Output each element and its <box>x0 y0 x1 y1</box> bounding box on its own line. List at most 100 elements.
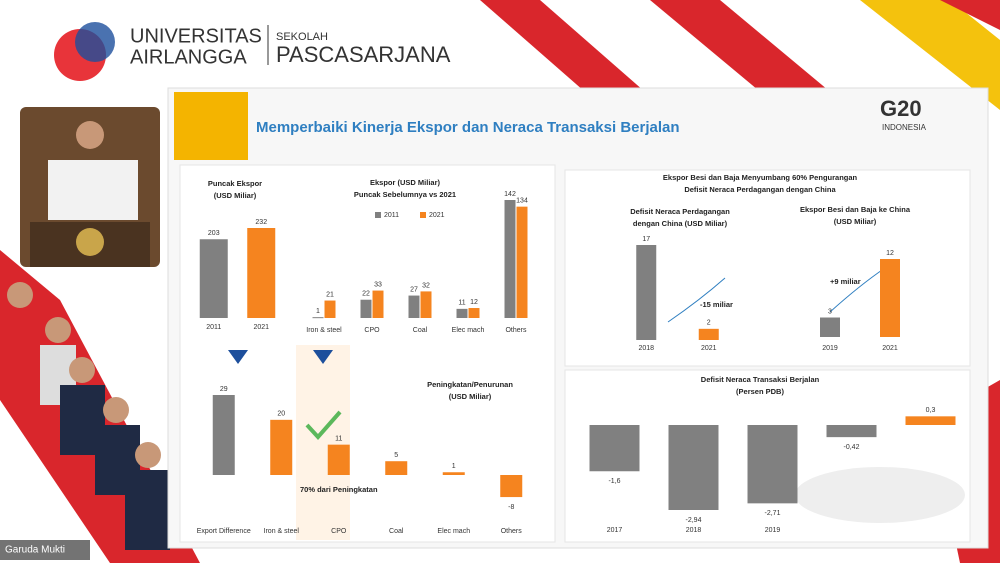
stripe <box>860 0 1000 110</box>
value-label: 11 <box>335 435 342 442</box>
university: AIRLANGGA <box>130 46 247 68</box>
x-tick-label: CPO <box>364 327 380 334</box>
presenter <box>76 121 104 149</box>
value-label: 32 <box>422 282 430 289</box>
panel <box>564 169 971 367</box>
value-label: 232 <box>255 219 267 226</box>
bar <box>327 444 350 475</box>
chart-title: Puncak Ekspor <box>208 179 262 188</box>
bar <box>820 317 840 337</box>
value-label: 17 <box>642 236 650 243</box>
highlight <box>296 345 350 540</box>
x-tick-label: 2018 <box>638 345 654 352</box>
x-tick-label: Others <box>501 528 523 535</box>
value-label: 0,3 <box>926 407 936 414</box>
face <box>103 397 129 423</box>
value-label: 27 <box>410 286 418 293</box>
bar <box>826 425 877 438</box>
value-label: 5 <box>394 452 398 459</box>
slide-title: Memperbaiki Kinerja Ekspor dan Neraca Tr… <box>256 119 680 136</box>
value-label: 29 <box>220 386 228 393</box>
slide-accent <box>174 92 248 160</box>
panel-title: Defisit Neraca Perdagangan dengan China <box>684 185 836 194</box>
x-tick-label: Coal <box>389 528 404 535</box>
bar <box>589 425 640 472</box>
chart-title: (USD Miliar) <box>214 191 257 200</box>
bar <box>442 472 465 475</box>
g20-country: INDONESIA <box>882 123 927 132</box>
podium-emblem <box>76 228 104 256</box>
bar <box>500 475 523 498</box>
value-label: 11 <box>458 300 465 307</box>
x-tick-label: Elec mach <box>452 327 485 334</box>
chart-title: Puncak Sebelumnya vs 2021 <box>354 190 456 199</box>
bar <box>360 299 372 318</box>
x-tick-label: 2018 <box>686 527 702 534</box>
body <box>125 470 170 550</box>
bar <box>212 395 235 475</box>
panel-title: Ekspor Besi dan Baja Menyumbang 60% Peng… <box>663 173 858 182</box>
chart-title: Ekspor (USD Miliar) <box>370 178 441 187</box>
face <box>135 442 161 468</box>
bar <box>372 290 384 318</box>
presenter <box>48 160 138 220</box>
x-tick-label: Export Difference <box>197 528 251 535</box>
bar <box>468 308 480 318</box>
stripe <box>940 0 1000 30</box>
faces <box>7 282 170 550</box>
bar <box>456 308 468 318</box>
x-tick-label: 2017 <box>607 527 623 534</box>
chart-title: Ekspor Besi dan Baja ke China <box>800 205 911 214</box>
value-label: 20 <box>277 411 285 418</box>
value-label: 12 <box>470 299 478 306</box>
chart-title: (Persen PDB) <box>736 387 784 396</box>
value-label: -8 <box>508 504 514 511</box>
bar <box>747 425 798 504</box>
value-label: 3 <box>828 308 832 315</box>
value-label: 1 <box>316 308 320 315</box>
x-tick-label: Iron & steel <box>264 528 300 535</box>
bar <box>312 317 324 319</box>
bar <box>516 206 528 318</box>
blur <box>795 467 965 523</box>
value-label: 203 <box>208 230 220 237</box>
x-tick-label: Iron & steel <box>306 327 342 334</box>
x-tick-label: CPO <box>331 528 347 535</box>
bar <box>698 328 719 340</box>
annotation: +9 miliar <box>830 277 861 286</box>
university: UNIVERSITAS <box>130 25 262 47</box>
face <box>69 357 95 383</box>
legend-swatch <box>420 212 426 218</box>
logo <box>75 22 115 62</box>
bar <box>385 461 408 475</box>
legend-label: 2011 <box>384 212 399 219</box>
trend-arrow <box>667 277 726 323</box>
annotation: -15 miliar <box>700 300 733 309</box>
value-label: -2,94 <box>686 517 702 524</box>
bar <box>199 239 228 318</box>
annotation: 70% dari Peningkatan <box>300 485 378 494</box>
school: SEKOLAH <box>276 31 328 43</box>
chart-title: Defisit Neraca Transaksi Berjalan <box>701 375 820 384</box>
name-tag <box>0 540 90 560</box>
x-tick-label: 2011 <box>206 324 221 331</box>
x-tick-label: 2019 <box>822 345 838 352</box>
value-label: 12 <box>886 250 894 257</box>
value-label: 1 <box>452 463 456 470</box>
legend-label: 2021 <box>429 212 445 219</box>
bar <box>247 228 276 318</box>
chart-title: Defisit Neraca Perdagangan <box>630 207 730 216</box>
value-label: 21 <box>326 291 334 298</box>
chart-title: Peningkatan/Penurunan <box>427 380 513 389</box>
participant-name: Garuda Mukti <box>5 545 65 556</box>
bar <box>270 419 293 475</box>
bar <box>905 416 956 425</box>
bar <box>880 259 900 337</box>
value-label: 22 <box>362 291 370 298</box>
x-tick-label: Elec mach <box>437 528 470 535</box>
x-tick-label: 2021 <box>701 345 717 352</box>
x-tick-label: 2021 <box>253 324 269 331</box>
arrow <box>228 350 248 364</box>
face <box>7 282 33 308</box>
bar <box>504 200 516 318</box>
